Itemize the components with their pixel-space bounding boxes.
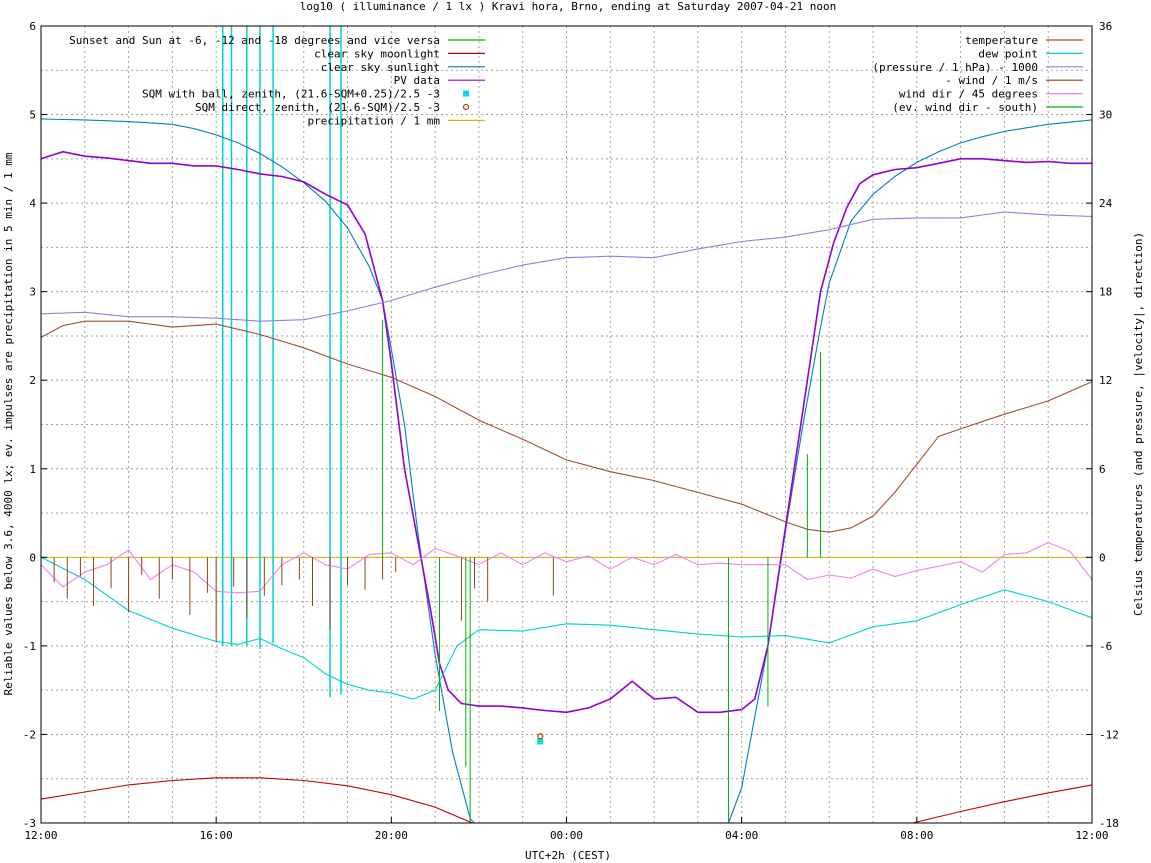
y-tick-label: 0: [29, 551, 36, 564]
y2-tick-label: 18: [1099, 286, 1112, 299]
legend-right-label: - wind / 1 m/s: [945, 74, 1038, 87]
legend-left-swatch: [462, 103, 470, 111]
y-tick-label: -1: [23, 640, 36, 653]
y2-tick-label: 0: [1099, 551, 1106, 564]
legend-right-label: (pressure / 1 hPa) - 1000: [872, 61, 1038, 74]
series-line-clear-sky-moonlight: [912, 784, 1093, 824]
legend-right-label: temperature: [965, 34, 1038, 47]
y2-tick-label: 24: [1099, 197, 1113, 210]
legend-left-label: SQM direct, zenith, (21.6-SQM)/2.5 -3: [195, 101, 440, 114]
series-line-clear-sky-sunlight: [40, 118, 475, 824]
series-line-pressure-1-hpa-1000: [40, 211, 1093, 322]
x-tick-label: 00:00: [550, 829, 583, 842]
y2-tick-label: 30: [1099, 109, 1112, 122]
legend-right-label: dew point: [978, 47, 1038, 60]
series-line-clear-sky-moonlight: [40, 777, 473, 824]
y-tick-label: -3: [23, 817, 36, 830]
y-tick-label: 1: [29, 463, 36, 476]
y2-tick-label: 36: [1099, 20, 1112, 33]
legend-right-label: wind dir / 45 degrees: [899, 88, 1038, 101]
legend: Sunset and Sun at -6, -12 and -18 degree…: [69, 34, 1083, 127]
y-tick-label: 5: [29, 109, 36, 122]
x-tick-label: 20:00: [375, 829, 408, 842]
legend-left-swatch: [463, 90, 469, 97]
y2-tick-label: -12: [1099, 728, 1119, 741]
y2-tick-label: -18: [1099, 817, 1119, 830]
x-axis-label: UTC+2h (CEST): [525, 849, 611, 862]
legend-left-label: PV data: [394, 74, 440, 87]
y2-tick-label: 12: [1099, 374, 1112, 387]
grid: [41, 26, 1092, 823]
legend-left-label: Sunset and Sun at -6, -12 and -18 degree…: [69, 34, 440, 47]
y-tick-label: 3: [29, 286, 36, 299]
sqm-direct-point: [537, 733, 544, 740]
axis-ticks: 12:00 16:00 20:00 00:00 04:00 08:00 12:00-3-2-…: [23, 20, 1119, 842]
chart-title: log10 ( illuminance / 1 lx ) Kravi hora,…: [300, 0, 836, 13]
sqm-ball-point: [537, 738, 544, 745]
legend-left-label: SQM with ball, zenith, (21.6-SQM+0.25)/2…: [142, 88, 440, 101]
y2-tick-label: 6: [1099, 463, 1106, 476]
x-tick-label: 04:00: [725, 829, 758, 842]
legend-left-label: precipitation / 1 mm: [308, 114, 441, 127]
y2-axis-label: Celsius temperatures (and pressure, |vel…: [1132, 232, 1145, 616]
series-line-dew-point: [40, 556, 1093, 700]
y-tick-label: 2: [29, 374, 36, 387]
legend-left-label: clear sky sunlight: [321, 61, 440, 74]
y2-tick-label: -6: [1099, 640, 1112, 653]
x-tick-label: 16:00: [200, 829, 233, 842]
legend-right-label: (ev. wind dir - south): [892, 101, 1038, 114]
series-line-temperature: [40, 320, 1093, 533]
y-tick-label: 6: [29, 20, 36, 33]
y-tick-label: -2: [23, 728, 36, 741]
y-tick-label: 4: [29, 197, 36, 210]
x-tick-label: 08:00: [900, 829, 933, 842]
legend-left-label: clear sky moonlight: [314, 47, 440, 60]
x-tick-label: 12:00: [1075, 829, 1108, 842]
x-tick-label: 12:00: [24, 829, 57, 842]
y-axis-label: Reliable values below 3.6, 4000 lx; ev. …: [2, 152, 15, 695]
data-layer: [40, 26, 1093, 824]
series-line-pv-data: [40, 150, 1092, 714]
